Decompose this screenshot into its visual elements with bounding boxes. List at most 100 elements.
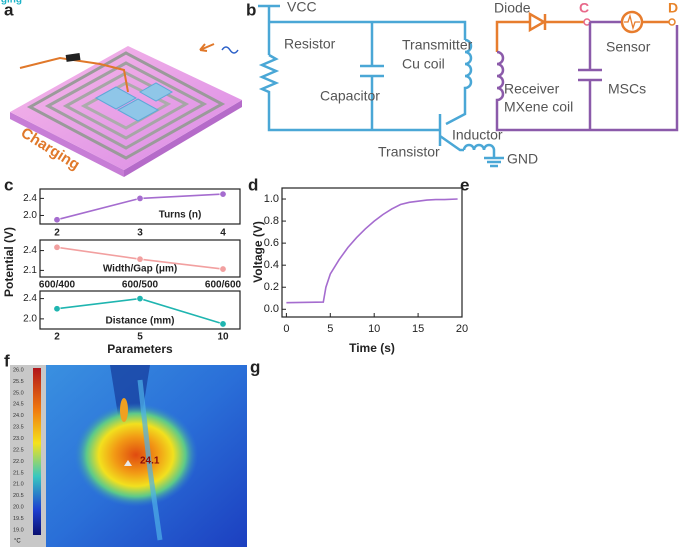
- color-scale: [33, 368, 41, 535]
- x-tick-label: 5: [137, 332, 143, 343]
- resistor: [65, 53, 81, 62]
- x-tick-label: 600/600: [205, 280, 242, 291]
- y-tick-label: 2.1: [23, 265, 37, 276]
- plot-frame: [39, 239, 241, 278]
- scale-tick-label: 25.5: [13, 379, 24, 385]
- y-tick-label: 1.0: [264, 193, 279, 205]
- scale-unit: °C: [14, 539, 21, 545]
- panel-label: c: [4, 175, 13, 194]
- panel-label: d: [248, 175, 258, 194]
- panel-label: e: [460, 175, 469, 194]
- scale-tick-label: 23.5: [13, 425, 24, 431]
- data-point: [136, 255, 144, 263]
- y-axis-label: Voltage (V): [251, 221, 265, 283]
- circuit-label: Diode: [494, 0, 531, 16]
- circuit-label: VCC: [287, 0, 317, 15]
- wave: [221, 46, 239, 54]
- circuit-label: C: [579, 0, 589, 16]
- y-tick-label: 2.4: [23, 245, 37, 256]
- annotation: Distance (mm): [106, 316, 175, 327]
- circuit-label: D: [668, 0, 678, 16]
- illustration: Charging: [10, 43, 242, 177]
- hot-wire: [120, 398, 128, 422]
- wire: [439, 134, 464, 152]
- scale-tick-label: 22.0: [13, 459, 24, 465]
- y-tick-label: 0.6: [264, 237, 279, 249]
- x-tick-label: 15: [412, 323, 424, 335]
- scale-tick-label: 26.0: [13, 367, 24, 373]
- wire: [495, 20, 530, 52]
- circuit-label: Inductor: [452, 127, 503, 143]
- circuit-label: Transmitter: [402, 37, 473, 53]
- thermal-image: 24.1 °C 26.0 25.5 25.0 24.5 24.0 23.5 23.0 22.5…: [10, 365, 247, 547]
- x-tick-label: 2: [54, 228, 60, 239]
- electrode: [94, 86, 138, 110]
- annotation: Width/Gap (μm): [103, 264, 177, 275]
- annotation: Turns (n): [159, 210, 202, 221]
- panel-label: g: [250, 357, 260, 376]
- scale-ticks: 26.0 25.5 25.0 24.5 24.0 23.5 23.0 22.5 22.0 21.5…: [13, 367, 24, 533]
- panel-label: a: [4, 0, 14, 19]
- x-axis-label: Parameters: [107, 342, 173, 356]
- transmitter-circuit: [258, 4, 504, 168]
- slab-edge: [10, 112, 124, 177]
- scale-tick-label: 23.0: [13, 436, 24, 442]
- arrow: [199, 43, 215, 52]
- data-line: [286, 198, 458, 304]
- x-tick-label: 10: [368, 323, 380, 335]
- x-tick-label: 2: [54, 332, 60, 343]
- circuit-label: MXene coil: [504, 99, 573, 115]
- y-tick-label: 2.0: [23, 314, 37, 325]
- data-point: [219, 190, 227, 198]
- x-tick-label: 4: [220, 228, 226, 239]
- plot-frame: [281, 187, 463, 318]
- data-point: [136, 295, 144, 303]
- y-tick-label: 0.8: [264, 215, 279, 227]
- y-tick-label: 2.0: [23, 210, 37, 221]
- plot-frame: [39, 290, 241, 330]
- data-point: [53, 243, 61, 251]
- circuit-label: Sensor: [606, 39, 651, 55]
- slab-edge: [124, 100, 242, 177]
- x-tick-label: 3: [137, 228, 143, 239]
- y-tick-label: 2.4: [23, 193, 37, 204]
- x-axis-label: Time (s): [349, 341, 395, 355]
- circuit-label: Cu coil: [402, 56, 445, 72]
- circuit-label: Receiver: [504, 81, 560, 97]
- annotation: Charging: [0, 0, 22, 6]
- scale-tick-label: 20.5: [13, 493, 24, 499]
- sensor-symbol: [624, 13, 640, 31]
- x-tick-label: 20: [456, 323, 468, 335]
- data-point: [53, 305, 61, 313]
- resistor-symbol: [258, 53, 440, 132]
- data-point: [53, 216, 61, 224]
- coil-turn: [26, 51, 226, 160]
- y-tick-label: 0.0: [264, 303, 279, 315]
- circuit-label: MSCs: [608, 81, 646, 97]
- wire-reflection: [137, 379, 163, 541]
- coil-turn: [44, 61, 208, 150]
- scale-tick-label: 25.0: [13, 390, 24, 396]
- data-point: [136, 194, 144, 202]
- panel-label: b: [246, 0, 256, 19]
- spot-marker: [124, 460, 132, 466]
- electrode: [116, 98, 160, 122]
- electrode: [138, 82, 174, 102]
- spot-label: 24.1: [140, 456, 160, 467]
- receiver-circuit: [495, 10, 679, 132]
- scale-tick-label: 24.0: [13, 413, 24, 419]
- scale-tick-label: 19.0: [13, 527, 24, 533]
- coil-turn: [62, 71, 190, 140]
- coil-symbol: [495, 25, 679, 132]
- circuit-label: Transistor: [378, 144, 440, 160]
- x-tick-label: 10: [217, 332, 229, 343]
- y-axis-label: Potential (V): [2, 227, 16, 297]
- circuit-label: Resistor: [284, 36, 336, 52]
- scale-tick-label: 21.0: [13, 482, 24, 488]
- inductor-symbol: [462, 143, 496, 158]
- scale-tick-label: 19.5: [13, 516, 24, 522]
- scale-tick-label: 22.5: [13, 447, 24, 453]
- y-tick-label: 2.4: [23, 293, 37, 304]
- circuit-label: Capacitor: [320, 88, 380, 104]
- x-tick-label: 5: [327, 323, 333, 335]
